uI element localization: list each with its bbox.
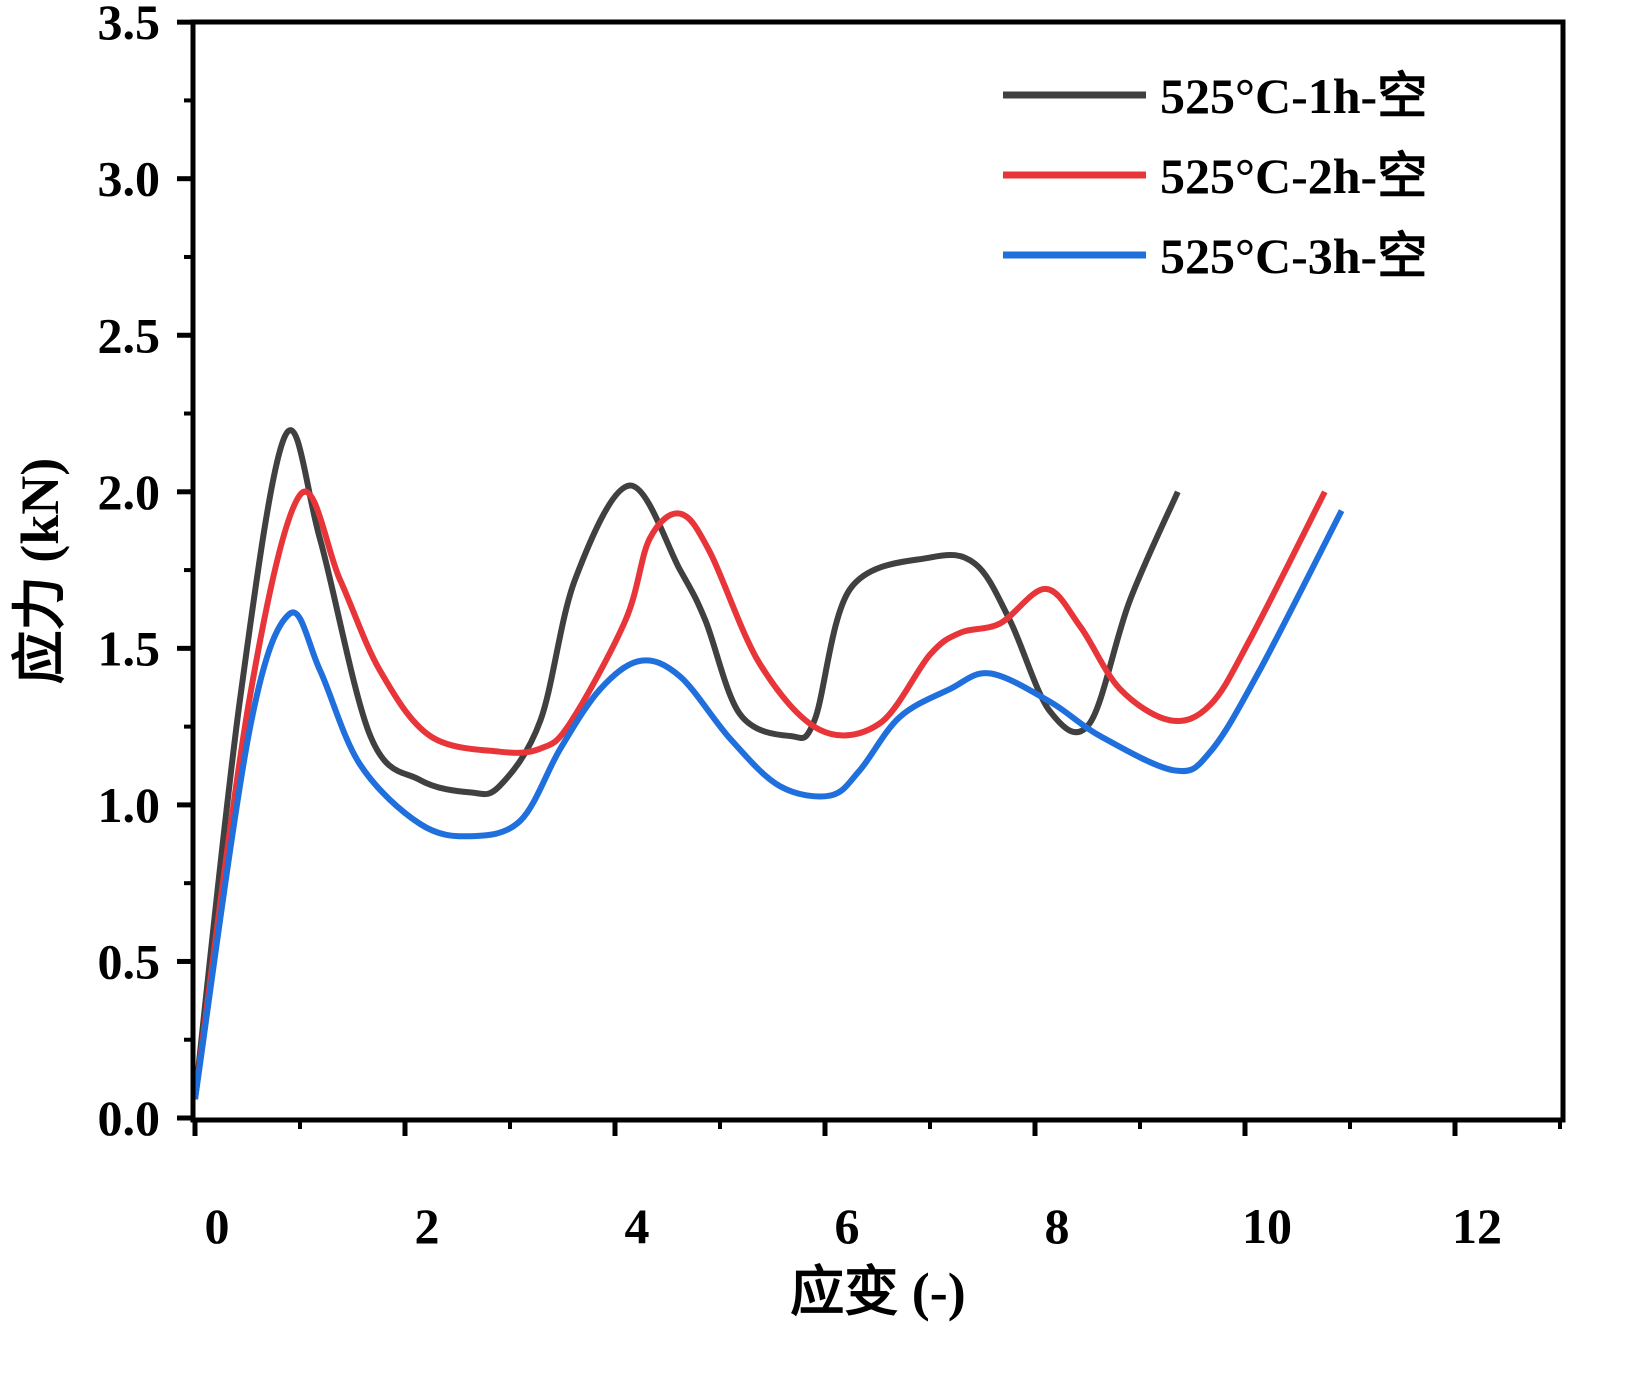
legend: 525°C-1h-空 525°C-2h-空 525°C-3h-空 <box>1003 68 1427 284</box>
x-tick-label: 4 <box>625 1198 650 1254</box>
x-tick-label: 8 <box>1045 1198 1070 1254</box>
x-axis-title: 应变 (-) <box>790 1262 965 1322</box>
y-tick-label: 2.5 <box>98 307 161 363</box>
y-tick-label: 0.0 <box>98 1090 161 1146</box>
y-tick-label: 2.0 <box>98 464 161 520</box>
y-tick-label: 0.5 <box>98 933 161 989</box>
y-axis-title: 应力 (kN) <box>10 458 70 685</box>
legend-label-1: 525°C-1h-空 <box>1160 68 1427 124</box>
ticks-layer: 0 2 4 6 8 10 12 0.0 0.5 1.0 1.5 2.0 2.5 3.0 3.5 <box>98 0 1562 1254</box>
x-tick-label: 0 <box>205 1198 230 1254</box>
x-tick-label: 2 <box>415 1198 440 1254</box>
y-tick-label: 1.5 <box>98 620 161 676</box>
y-tick-label: 3.0 <box>98 151 161 207</box>
legend-label-3: 525°C-3h-空 <box>1160 228 1427 284</box>
series-layer <box>192 427 1345 1100</box>
x-tick-label: 6 <box>835 1198 860 1254</box>
x-tick-label: 12 <box>1452 1198 1502 1254</box>
y-tick-label: 1.0 <box>98 777 161 833</box>
series-line-3 <box>192 509 1345 1100</box>
series-line-1 <box>192 427 1181 1100</box>
y-tick-label: 3.5 <box>98 0 161 50</box>
series-line-2 <box>192 488 1328 1100</box>
legend-label-2: 525°C-2h-空 <box>1160 148 1427 204</box>
x-tick-label: 10 <box>1242 1198 1292 1254</box>
